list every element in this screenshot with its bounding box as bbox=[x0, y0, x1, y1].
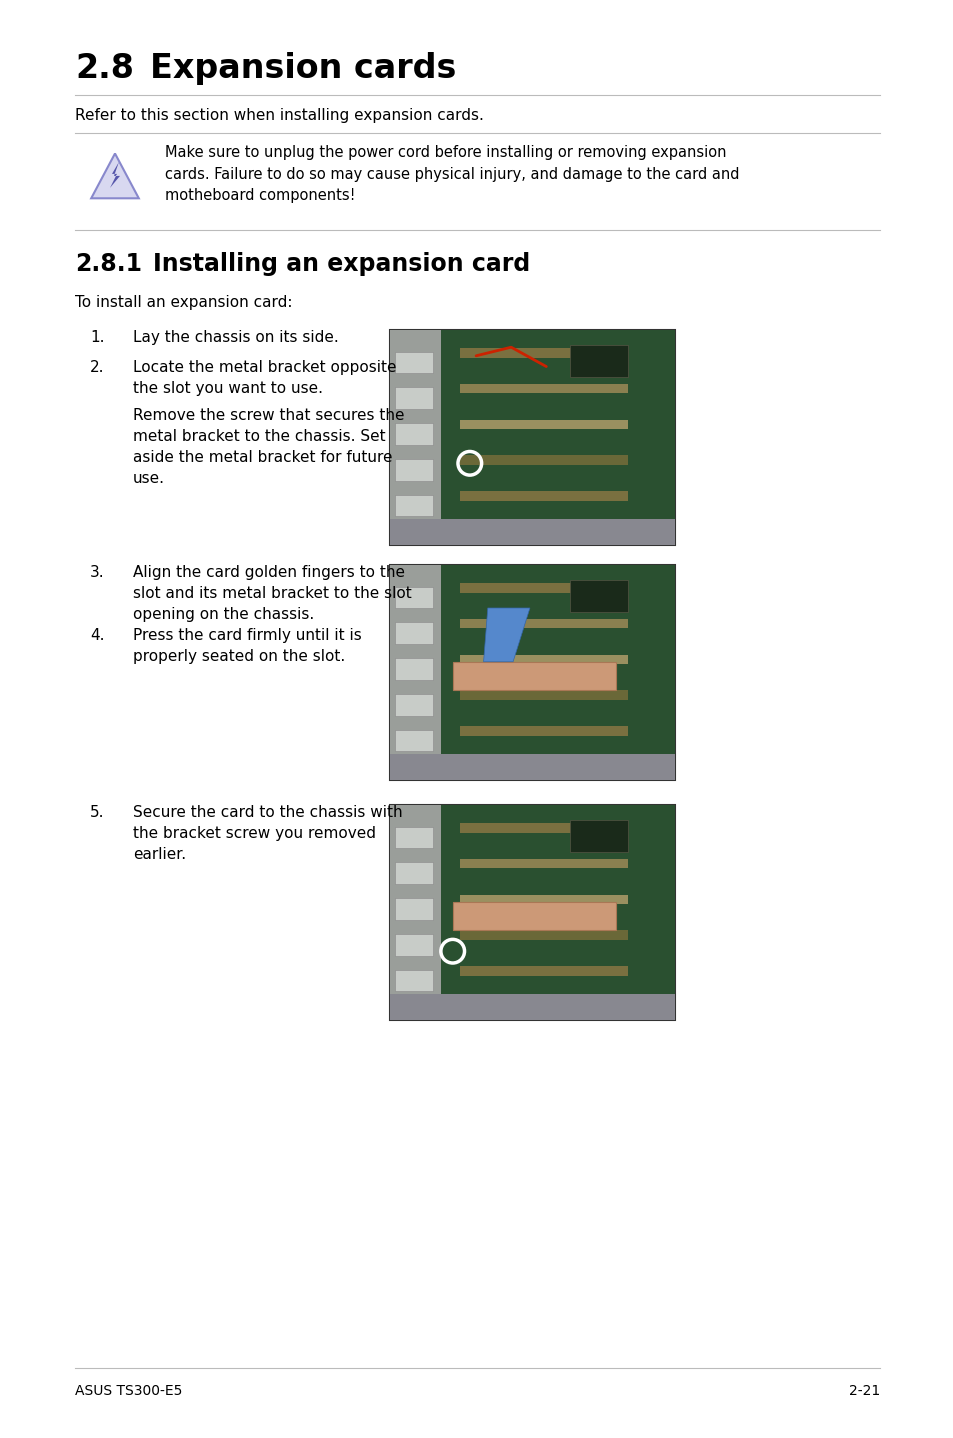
Text: 3.: 3. bbox=[90, 565, 105, 580]
Bar bbox=[395, 623, 433, 644]
Bar bbox=[459, 690, 627, 700]
Bar bbox=[390, 994, 675, 1020]
Bar bbox=[395, 935, 433, 955]
Bar bbox=[459, 966, 627, 976]
Bar bbox=[395, 495, 433, 516]
Bar bbox=[459, 420, 627, 430]
Bar bbox=[459, 582, 627, 592]
Text: Expansion cards: Expansion cards bbox=[150, 52, 456, 85]
Bar bbox=[390, 754, 675, 779]
Bar bbox=[390, 519, 675, 545]
Text: 2-21: 2-21 bbox=[848, 1383, 879, 1398]
Bar bbox=[459, 348, 627, 358]
Text: 2.8.1: 2.8.1 bbox=[75, 252, 142, 276]
Text: Secure the card to the chassis with
the bracket screw you removed
earlier.: Secure the card to the chassis with the … bbox=[132, 805, 402, 861]
Text: Press the card firmly until it is
properly seated on the slot.: Press the card firmly until it is proper… bbox=[132, 628, 361, 664]
Bar bbox=[390, 805, 675, 1020]
Text: 5.: 5. bbox=[90, 805, 105, 820]
Bar bbox=[390, 329, 675, 545]
Text: Lay the chassis on its side.: Lay the chassis on its side. bbox=[132, 329, 338, 345]
Text: ASUS TS300-E5: ASUS TS300-E5 bbox=[75, 1383, 182, 1398]
Polygon shape bbox=[110, 162, 120, 188]
Bar bbox=[459, 894, 627, 905]
Bar bbox=[395, 969, 433, 991]
Bar bbox=[440, 805, 675, 1020]
Bar bbox=[459, 654, 627, 664]
Bar bbox=[569, 580, 627, 613]
Bar bbox=[395, 387, 433, 408]
Text: Align the card golden fingers to the
slot and its metal bracket to the slot
open: Align the card golden fingers to the slo… bbox=[132, 565, 412, 623]
Bar bbox=[395, 827, 433, 848]
Bar bbox=[390, 565, 440, 779]
Bar bbox=[453, 902, 616, 930]
Text: To install an expansion card:: To install an expansion card: bbox=[75, 295, 293, 311]
Bar bbox=[395, 899, 433, 920]
Bar bbox=[459, 823, 627, 833]
Text: Make sure to unplug the power cord before installing or removing expansion
cards: Make sure to unplug the power cord befor… bbox=[165, 145, 739, 203]
Bar bbox=[459, 726, 627, 736]
Bar bbox=[569, 345, 627, 377]
Text: Locate the metal bracket opposite
the slot you want to use.: Locate the metal bracket opposite the sl… bbox=[132, 360, 396, 395]
Bar bbox=[390, 565, 675, 779]
Bar bbox=[459, 384, 627, 394]
Bar bbox=[440, 329, 675, 545]
Text: 4.: 4. bbox=[90, 628, 105, 643]
Bar bbox=[440, 565, 675, 779]
Text: 2.: 2. bbox=[90, 360, 105, 375]
Bar bbox=[395, 351, 433, 372]
Text: 2.8: 2.8 bbox=[75, 52, 133, 85]
Bar bbox=[390, 329, 440, 545]
Text: Refer to this section when installing expansion cards.: Refer to this section when installing ex… bbox=[75, 108, 483, 124]
Bar bbox=[453, 661, 616, 690]
Bar bbox=[395, 731, 433, 751]
Text: Installing an expansion card: Installing an expansion card bbox=[152, 252, 530, 276]
Bar bbox=[459, 618, 627, 628]
Bar bbox=[459, 492, 627, 500]
Bar bbox=[395, 695, 433, 716]
Text: Remove the screw that secures the
metal bracket to the chassis. Set
aside the me: Remove the screw that secures the metal … bbox=[132, 408, 404, 486]
Bar bbox=[459, 456, 627, 464]
Bar bbox=[395, 587, 433, 608]
Bar bbox=[569, 820, 627, 853]
Bar bbox=[459, 930, 627, 940]
Bar bbox=[395, 863, 433, 884]
Bar bbox=[395, 423, 433, 444]
Polygon shape bbox=[91, 154, 138, 198]
Bar bbox=[390, 805, 440, 1020]
Polygon shape bbox=[483, 608, 529, 661]
Bar bbox=[395, 659, 433, 680]
Text: 1.: 1. bbox=[90, 329, 105, 345]
Bar bbox=[459, 858, 627, 869]
Bar bbox=[395, 459, 433, 480]
